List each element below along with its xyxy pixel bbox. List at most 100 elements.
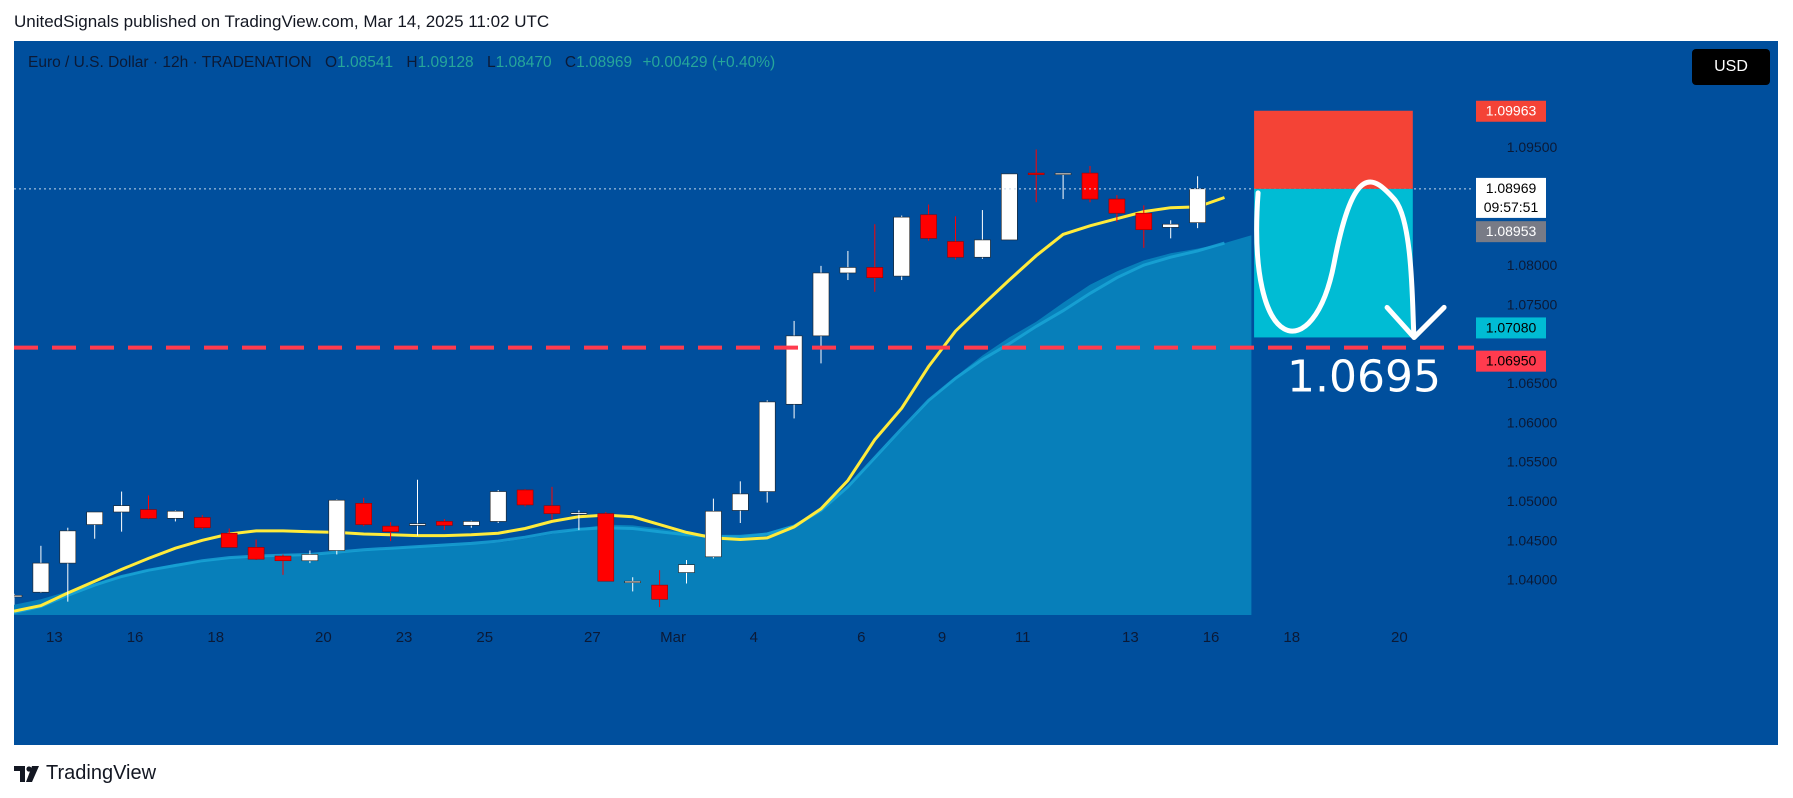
tradingview-logo-text: TradingView bbox=[46, 762, 157, 784]
candle bbox=[1081, 166, 1099, 203]
price-chart[interactable]: 1.0695 1.04000 1.04500 1.05000 1.05500 1.060… bbox=[14, 41, 1778, 745]
close-label: C bbox=[564, 54, 577, 71]
symbol-legend: Euro / U.S. Dollar · 12h · TRADENATION O… bbox=[28, 54, 775, 72]
candle bbox=[382, 522, 399, 542]
chart-frame[interactable]: 1.0695 1.04000 1.04500 1.05000 1.05500 1.060… bbox=[14, 41, 1778, 745]
candle bbox=[543, 486, 561, 520]
candle bbox=[839, 250, 857, 281]
candle bbox=[14, 593, 23, 605]
candle bbox=[167, 510, 184, 522]
x-tick-label: 6 bbox=[857, 629, 865, 646]
change-value: +0.00429 (+0.40%) bbox=[642, 54, 776, 71]
candle-body bbox=[113, 505, 130, 513]
candle-body bbox=[194, 517, 211, 529]
y-tick-label: 1.07500 bbox=[1507, 296, 1558, 312]
candle-body bbox=[1108, 198, 1126, 214]
low-label: L bbox=[486, 54, 496, 71]
candle bbox=[113, 491, 130, 532]
price-label-text: 1.08953 bbox=[1486, 223, 1537, 239]
candle-body bbox=[651, 584, 668, 600]
candle-body bbox=[731, 493, 749, 511]
price-label-text: 1.08969 bbox=[1486, 180, 1537, 196]
price-label-text: 09:57:51 bbox=[1484, 199, 1539, 215]
candle-body bbox=[839, 267, 857, 274]
ema-fast-line bbox=[14, 196, 1225, 613]
candle-body bbox=[274, 555, 292, 562]
candle bbox=[731, 481, 749, 524]
close-value: 1.08969 bbox=[576, 54, 633, 71]
candle-body bbox=[1027, 172, 1045, 175]
candle bbox=[758, 400, 776, 503]
candle-body bbox=[1081, 172, 1099, 200]
ema-slow-line bbox=[14, 241, 1225, 615]
low-value: 1.08470 bbox=[495, 54, 552, 71]
candle bbox=[59, 527, 77, 602]
y-tick-label: 1.06500 bbox=[1507, 375, 1558, 391]
price-label-bg bbox=[1476, 177, 1546, 199]
x-tick-label: 13 bbox=[1122, 629, 1139, 646]
y-tick-label: 1.04000 bbox=[1507, 572, 1558, 588]
x-tick-label: 16 bbox=[1203, 629, 1220, 646]
currency-button[interactable]: USD bbox=[1692, 49, 1770, 85]
candle bbox=[1135, 205, 1153, 248]
candle-body bbox=[812, 272, 830, 337]
candle bbox=[624, 577, 642, 592]
candle-body bbox=[489, 491, 507, 522]
y-tick-label: 1.05000 bbox=[1507, 493, 1558, 509]
candle-body bbox=[597, 513, 615, 582]
candle bbox=[974, 210, 991, 259]
x-tick-label: 25 bbox=[476, 629, 493, 646]
y-tick-label: 1.06000 bbox=[1507, 414, 1558, 430]
candle bbox=[301, 550, 319, 564]
area-layer bbox=[14, 235, 1252, 615]
candle-body bbox=[462, 521, 480, 526]
candle-body bbox=[86, 511, 103, 525]
candle bbox=[194, 515, 211, 530]
candle bbox=[866, 224, 884, 292]
price-label-stop: 1.09963 bbox=[1476, 100, 1546, 122]
candle bbox=[812, 265, 830, 364]
y-tick-label: 1.08000 bbox=[1507, 257, 1558, 273]
tradingview-logo[interactable]: TradingView bbox=[14, 762, 156, 785]
ema-layer bbox=[14, 196, 1225, 613]
x-tick-label: 13 bbox=[46, 629, 63, 646]
candle bbox=[597, 511, 615, 582]
candle bbox=[355, 497, 373, 527]
candle-body bbox=[14, 595, 23, 598]
candle-body bbox=[220, 532, 238, 548]
candle bbox=[86, 511, 103, 539]
price-label-current: 1.08969 bbox=[1476, 177, 1546, 199]
candle-body bbox=[382, 525, 399, 532]
candle-body bbox=[543, 505, 561, 514]
candle bbox=[1054, 172, 1072, 200]
candle-body bbox=[678, 564, 695, 573]
x-tick-label: 16 bbox=[127, 629, 144, 646]
position-layer: 1.0695 bbox=[14, 110, 1474, 403]
x-tick-label: 4 bbox=[750, 629, 758, 646]
target-annotation: 1.0695 bbox=[1287, 352, 1441, 403]
candle bbox=[462, 520, 480, 528]
candle bbox=[220, 528, 238, 548]
candle-body bbox=[893, 216, 911, 277]
price-label-target: 1.07080 bbox=[1476, 317, 1546, 339]
candle bbox=[705, 498, 722, 559]
candle-body bbox=[1135, 212, 1153, 231]
price-label-text: 1.06950 bbox=[1486, 353, 1537, 369]
price-label-text: 1.09963 bbox=[1486, 103, 1537, 119]
candle-body bbox=[409, 523, 426, 526]
candle bbox=[651, 570, 668, 608]
candle bbox=[328, 499, 346, 555]
candle bbox=[1000, 173, 1018, 241]
candle-body bbox=[920, 214, 937, 239]
candles-layer bbox=[14, 149, 1206, 608]
candle-body bbox=[328, 499, 346, 551]
candle bbox=[893, 215, 911, 281]
candle-body bbox=[974, 239, 991, 258]
candle bbox=[1108, 195, 1126, 222]
candle-body bbox=[140, 509, 157, 519]
candle-body bbox=[1054, 172, 1072, 175]
candle bbox=[274, 554, 292, 575]
projection-curve bbox=[1254, 179, 1417, 340]
price-label-bg bbox=[1476, 350, 1546, 372]
price-label-countdown: 09:57:51 bbox=[1476, 196, 1546, 218]
